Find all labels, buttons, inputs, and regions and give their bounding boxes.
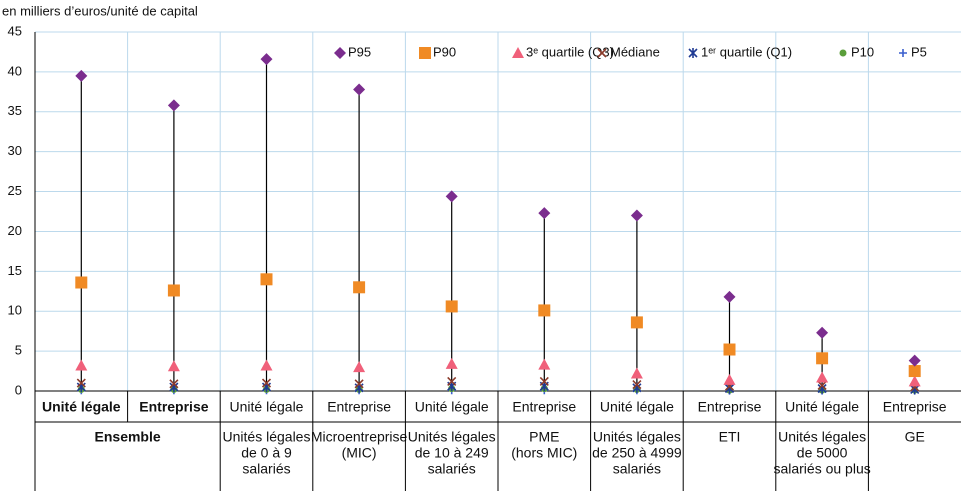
y-tick-label: 40	[8, 63, 22, 78]
marker-square	[419, 47, 431, 59]
marker-cross	[354, 379, 364, 389]
y-tick-label: 10	[8, 303, 22, 318]
y-tick-label: 20	[8, 223, 22, 238]
marker-cross	[447, 376, 457, 386]
x-tick-label: Unité légale	[600, 399, 674, 415]
group-label: (hors MIC)	[511, 445, 577, 461]
marker-square	[538, 304, 551, 317]
marker-diamond	[723, 290, 736, 303]
group-label: ETI	[719, 429, 741, 445]
marker-triangle	[538, 358, 551, 370]
marker-square	[353, 281, 366, 294]
marker-triangle	[75, 359, 88, 371]
marker-diamond	[445, 190, 458, 203]
y-tick-label: 45	[8, 23, 22, 38]
marker-triangle	[723, 373, 736, 385]
group-label: salariés	[242, 461, 290, 477]
group-label: Unités légales	[778, 429, 866, 445]
group-label: Unités légales	[408, 429, 496, 445]
group-label: Microentreprise	[311, 429, 408, 445]
group-label: Unités légales	[593, 429, 681, 445]
x-tick-label: Unité légale	[42, 399, 121, 415]
marker-square	[260, 273, 273, 286]
group-label: de 250 à 4999	[592, 445, 682, 461]
marker-triangle	[816, 371, 829, 383]
marker-triangle	[260, 359, 273, 371]
marker-triangle	[908, 375, 921, 387]
marker-diamond	[334, 47, 346, 59]
x-tick-label: Entreprise	[883, 399, 947, 415]
marker-asterisk	[688, 48, 698, 58]
legend-label: P5	[911, 44, 927, 59]
marker-diamond	[908, 354, 921, 367]
group-label: GE	[905, 429, 925, 445]
marker-cross	[817, 380, 827, 390]
marker-diamond	[75, 69, 88, 82]
x-tick-label: Entreprise	[512, 399, 576, 415]
y-tick-label: 30	[8, 143, 22, 158]
marker-cross	[169, 379, 179, 389]
x-tick-label: Unité légale	[785, 399, 859, 415]
marker-triangle	[353, 361, 366, 373]
group-label: de 10 à 249	[415, 445, 489, 461]
marker-triangle	[445, 357, 458, 369]
y-tick-label: 0	[15, 382, 22, 397]
marker-cross	[632, 380, 642, 390]
legend-label: 3ᵉ quartile (Q3)	[526, 44, 614, 59]
marker-square	[908, 365, 921, 378]
y-tick-label: 15	[8, 263, 22, 278]
y-tick-label: 25	[8, 183, 22, 198]
group-label: de 0 à 9	[241, 445, 292, 461]
legend-label: P90	[433, 44, 456, 59]
legend-label: 1ᵉʳ quartile (Q1)	[701, 44, 792, 59]
y-axis-label: en milliers d’euros/unité de capital	[2, 3, 198, 18]
x-tick-label: Unité légale	[230, 399, 304, 415]
legend-label: Médiane	[610, 44, 660, 59]
group-label: salariés ou plus	[773, 461, 870, 477]
marker-plus	[899, 49, 907, 57]
y-tick-label: 5	[15, 343, 22, 358]
x-tick-label: Entreprise	[698, 399, 762, 415]
marker-triangle	[630, 367, 643, 379]
marker-triangle	[512, 47, 524, 58]
marker-cross	[76, 378, 86, 388]
marker-square	[445, 300, 458, 313]
x-tick-label: Entreprise	[139, 399, 208, 415]
marker-diamond	[816, 326, 829, 339]
group-label: salariés	[613, 461, 661, 477]
marker-circle	[839, 49, 847, 57]
y-tick-label: 35	[8, 103, 22, 118]
marker-diamond	[630, 209, 643, 222]
marker-diamond	[260, 53, 273, 66]
marker-cross	[597, 48, 607, 58]
marker-square	[75, 276, 88, 289]
group-label: de 5000	[797, 445, 848, 461]
marker-asterisk	[539, 381, 549, 392]
marker-asterisk	[447, 381, 457, 392]
group-label: (MIC)	[342, 445, 377, 461]
marker-diamond	[167, 99, 180, 112]
marker-square	[167, 284, 180, 297]
group-label: salariés	[428, 461, 476, 477]
marker-diamond	[353, 83, 366, 96]
x-tick-label: Entreprise	[327, 399, 391, 415]
x-tick-label: Unité légale	[415, 399, 489, 415]
legend-label: P10	[851, 44, 874, 59]
marker-cross	[261, 378, 272, 388]
group-label: Unités légales	[223, 429, 311, 445]
group-label: Ensemble	[95, 429, 161, 445]
marker-triangle	[167, 360, 180, 372]
legend-label: P95	[348, 44, 371, 59]
marker-diamond	[538, 207, 551, 220]
marker-square	[816, 352, 829, 365]
marker-square	[630, 316, 643, 329]
marker-cross	[539, 376, 549, 386]
marker-square	[723, 343, 736, 356]
group-label: PME	[529, 429, 559, 445]
